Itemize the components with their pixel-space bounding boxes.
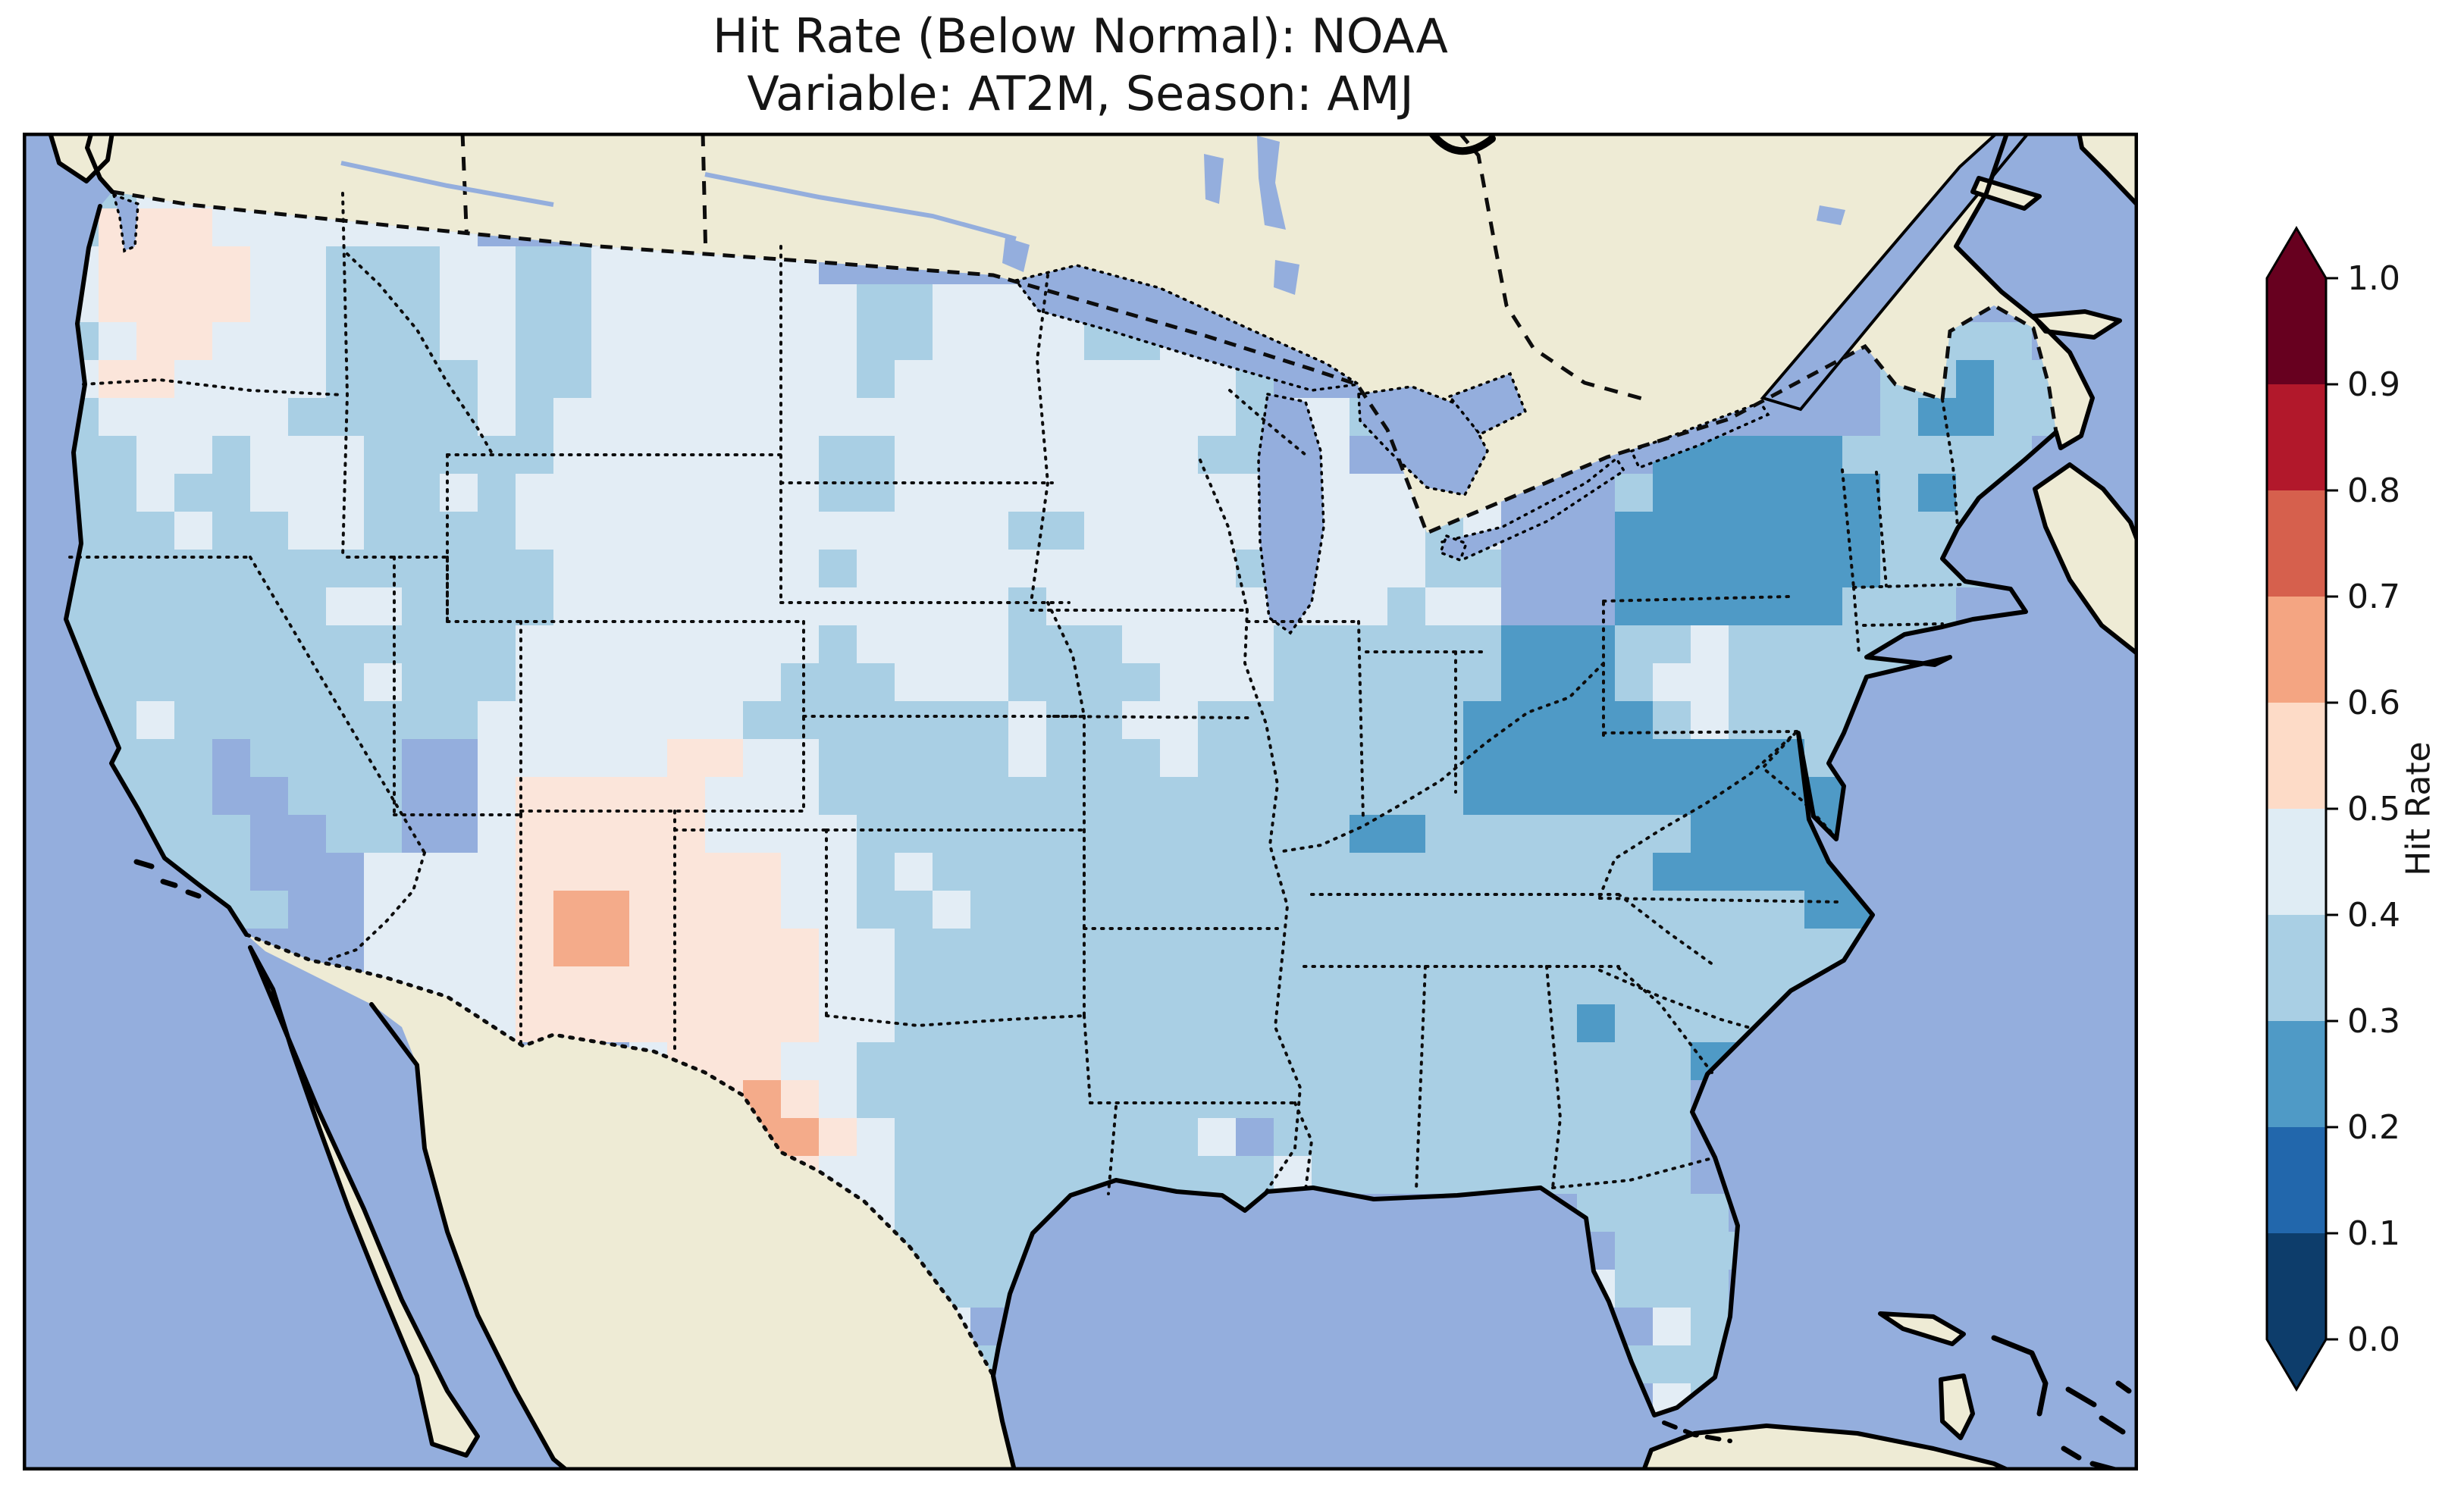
mexico-landmass (246, 935, 1014, 1471)
coastlines (64, 133, 2132, 1471)
colorbar-bin (2267, 1021, 2326, 1127)
colorbar-tick-label: 1.0 (2347, 259, 2400, 298)
state-borders (68, 192, 1965, 1195)
hit-rate-grid (66, 192, 2056, 1415)
colorbar-tick-label: 0.4 (2347, 896, 2400, 935)
map-frame (23, 133, 2138, 1471)
chart-title-block: Hit Rate (Below Normal): NOAA Variable: … (23, 8, 2138, 123)
foreign-land (23, 133, 2093, 1471)
colorbar-tick-label: 0.5 (2347, 790, 2400, 828)
colorbar-bin (2267, 703, 2326, 809)
colorbar-tick-label: 0.3 (2347, 1002, 2400, 1041)
james-bay-coast (1428, 133, 1496, 155)
conus-hit-rate-map (23, 133, 2138, 1471)
colorbar-tick-label: 0.2 (2347, 1108, 2400, 1147)
colorbar-over-arrow (2267, 228, 2326, 278)
canada-lakes (1002, 136, 1854, 504)
st-lawrence-river (1760, 133, 2031, 412)
colorbar-tick-label: 0.6 (2347, 684, 2400, 722)
colorbar-bin (2267, 597, 2326, 703)
colorbar-under-arrow (2267, 1339, 2326, 1389)
colorbar-bin (2267, 1127, 2326, 1233)
colorbar-bin (2267, 278, 2326, 384)
us-mexico-border (244, 932, 995, 1378)
canada-rivers (340, 161, 1017, 241)
canada-landmass (23, 133, 2093, 533)
colorbar-bin (2267, 490, 2326, 597)
chart-subtitle: Variable: AT2M, Season: AMJ (747, 66, 1414, 121)
colorbar-tick-label: 0.7 (2347, 578, 2400, 616)
colorbar-bin (2267, 1233, 2326, 1339)
florida-keys (1662, 1420, 1732, 1443)
colorbar-tick-label: 0.9 (2347, 365, 2400, 404)
great-lakes (111, 193, 1770, 635)
baja-california (248, 945, 480, 1458)
colorbar-tick-label: 0.8 (2347, 471, 2400, 510)
colorbar-tick-label: 0.0 (2347, 1320, 2400, 1359)
colorbar-tick-label: 0.1 (2347, 1214, 2400, 1253)
colorbar-bin (2267, 384, 2326, 490)
colorbar-axis-label: Hit Rate (2399, 741, 2438, 876)
us-canada-border (111, 189, 2058, 536)
colorbar-bin (2267, 915, 2326, 1021)
colorbar: 1.0 0.9 0.8 0.7 0.6 0.5 0.4 0.3 0.2 0.1 0.0 (2265, 226, 2400, 1392)
colorbar-bin (2267, 809, 2326, 915)
chart-title: Hit Rate (Below Normal): NOAA (713, 8, 1448, 64)
